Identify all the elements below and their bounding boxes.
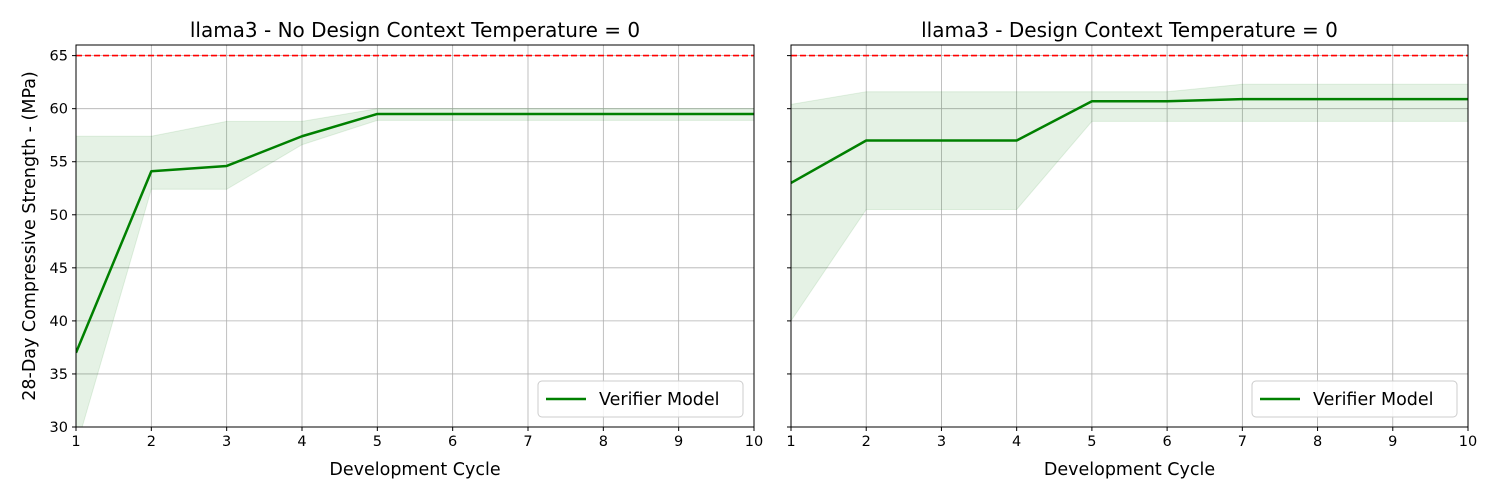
y-tick-label: 60 (50, 102, 68, 118)
y-tick-label: 50 (50, 208, 68, 224)
y-tick-label: 35 (50, 367, 68, 383)
data-point (526, 112, 530, 116)
plot-area (76, 54, 754, 427)
x-tick-label: 6 (1162, 434, 1171, 450)
data-point (939, 139, 943, 143)
legend-box (537, 380, 744, 418)
series-line-verifier-model (76, 112, 754, 354)
y-tick-label: 65 (50, 49, 68, 65)
x-tick-label: 2 (147, 434, 156, 450)
series-line-verifier-model (791, 97, 1468, 185)
data-point (677, 112, 681, 116)
data-point (601, 112, 605, 116)
legend-label: Verifier Model (599, 390, 720, 410)
right-plot-panel: 1 2 3 4 5 6 7 8 9 10 llama3 - Design Context Tempe… (786, 18, 1477, 480)
data-point (1165, 99, 1169, 103)
data-point (1240, 97, 1244, 101)
x-tick-label: 10 (1459, 434, 1477, 450)
y-axis-label: 28-Day Compressive Strength - (MPa) (20, 71, 40, 401)
x-tick-label: 9 (674, 434, 683, 450)
x-tick-label: 2 (862, 434, 871, 450)
plot-area (791, 54, 1468, 322)
x-axis-label: Development Cycle (1044, 460, 1215, 480)
x-tick-label: 7 (1238, 434, 1247, 450)
data-point (225, 164, 229, 168)
x-axis-label: Development Cycle (329, 460, 500, 480)
data-point (375, 112, 379, 116)
x-tick-label: 3 (222, 434, 231, 450)
y-tick-label: 30 (50, 420, 68, 436)
x-tick-label: 4 (1012, 434, 1021, 450)
data-point (300, 134, 304, 138)
x-tick-label: 1 (71, 434, 80, 450)
x-tick-label: 8 (1313, 434, 1322, 450)
data-point (1316, 97, 1320, 101)
data-point (1391, 97, 1395, 101)
legend: Verifier Model (1251, 380, 1458, 418)
x-tick-label: 1 (786, 434, 795, 450)
y-tick-label: 55 (50, 155, 68, 171)
panel-title: llama3 - Design Context Temperature = 0 (921, 18, 1338, 42)
x-tick-label: 7 (523, 434, 532, 450)
x-tick-label: 9 (1388, 434, 1397, 450)
x-tick-label: 5 (373, 434, 382, 450)
axes-frame (75, 44, 755, 428)
data-point (1015, 139, 1019, 143)
confidence-band (791, 83, 1468, 322)
legend-label: Verifier Model (1313, 390, 1434, 410)
x-tick-label: 10 (745, 434, 763, 450)
y-tick-label: 40 (50, 314, 68, 330)
y-tick-label: 45 (50, 261, 68, 277)
legend: Verifier Model (537, 380, 744, 418)
data-point (149, 169, 153, 173)
x-tick-label: 8 (599, 434, 608, 450)
legend-box (1251, 380, 1458, 418)
x-tick-label: 5 (1087, 434, 1096, 450)
confidence-band (76, 108, 754, 427)
data-point (451, 112, 455, 116)
data-point (864, 139, 868, 143)
x-tick-label: 3 (937, 434, 946, 450)
x-tick-label: 4 (297, 434, 306, 450)
panel-title: llama3 - No Design Context Temperature =… (190, 18, 640, 42)
axes-frame (790, 44, 1469, 428)
x-tick-label: 6 (448, 434, 457, 450)
data-point (1090, 99, 1094, 103)
